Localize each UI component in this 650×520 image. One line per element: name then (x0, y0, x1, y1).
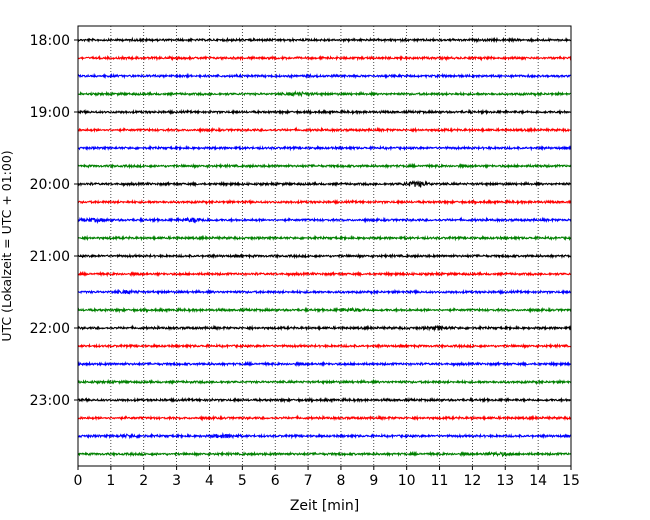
trace-2230 (77, 360, 572, 368)
x-tick-label: 14 (529, 473, 547, 489)
y-tick-label: 19:00 (30, 105, 70, 121)
x-tick-label: 1 (106, 473, 115, 489)
x-tick-label: 3 (172, 473, 181, 489)
x-tick-label: 5 (238, 473, 247, 489)
x-tick-label: 11 (431, 473, 449, 489)
x-tick-label: 12 (463, 473, 481, 489)
x-tick-label: 8 (336, 473, 345, 489)
trace-2200 (77, 324, 572, 332)
trace-2100 (77, 252, 572, 260)
x-axis: 0 1 2 3 4 5 6 7 8 9 10 11 12 13 14 15 (74, 466, 580, 489)
trace-2345 (77, 450, 572, 458)
seismic-traces (77, 36, 572, 458)
x-tick-label: 15 (562, 473, 580, 489)
trace-2300 (77, 396, 572, 404)
trace-2000 (77, 180, 572, 188)
trace-2215 (77, 342, 572, 350)
trace-2030 (77, 216, 572, 225)
trace-2245 (77, 378, 572, 386)
y-axis: 18:00 19:00 20:00 21:00 22:00 23:00 (30, 33, 78, 409)
trace-2015 (77, 198, 572, 206)
x-tick-label: 10 (398, 473, 416, 489)
trace-1845 (77, 89, 572, 98)
x-tick-label: 2 (139, 473, 148, 489)
x-tick-label: 0 (74, 473, 83, 489)
y-tick-label: 21:00 (30, 249, 70, 265)
x-tick-label: 7 (304, 473, 313, 489)
trace-2145 (77, 306, 572, 314)
y-axis-label: UTC (Lokalzeit = UTC + 01:00) (0, 150, 14, 341)
y-tick-label: 22:00 (30, 321, 70, 337)
trace-1815 (77, 54, 572, 62)
trace-1945 (77, 162, 572, 170)
trace-1830 (77, 72, 572, 80)
trace-2330 (77, 431, 572, 440)
y-tick-label: 20:00 (30, 177, 70, 193)
trace-2045 (77, 234, 572, 242)
x-grid-lines (110, 26, 539, 466)
x-tick-label: 4 (205, 473, 214, 489)
plot-frame (77, 25, 572, 467)
trace-2130 (77, 288, 572, 296)
trace-1930 (77, 144, 572, 152)
x-tick-label: 13 (496, 473, 514, 489)
trace-1800 (77, 36, 572, 44)
x-axis-label: Zeit [min] (290, 498, 359, 514)
y-tick-label: 18:00 (30, 33, 70, 49)
x-tick-label: 6 (271, 473, 280, 489)
y-tick-label: 23:00 (30, 393, 70, 409)
x-tick-label: 9 (369, 473, 378, 489)
trace-2115 (77, 270, 572, 278)
trace-2315 (77, 414, 572, 422)
trace-1915 (77, 126, 572, 134)
trace-1900 (77, 108, 572, 116)
